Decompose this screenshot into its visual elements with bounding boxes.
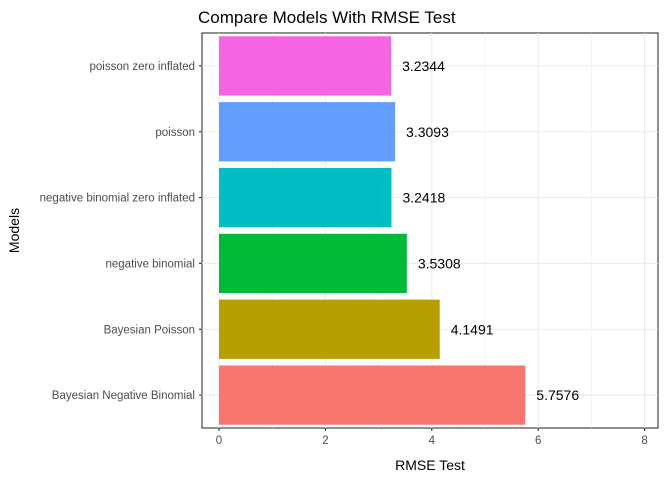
x-tick-label: 2 bbox=[322, 435, 328, 447]
x-tick-label: 8 bbox=[641, 435, 647, 447]
x-tick-label: 4 bbox=[429, 435, 436, 447]
value-labels-group: 5.7576 4.1491 3.5308 3.2418 3.3093 3.2344 bbox=[402, 58, 579, 403]
bar bbox=[219, 365, 526, 425]
bars-group bbox=[219, 36, 526, 425]
y-axis-ticks: Bayesian Negative Binomial Bayesian Poiss… bbox=[40, 61, 202, 402]
y-axis-title: Models bbox=[6, 208, 22, 253]
bar-value-label: 5.7576 bbox=[536, 387, 579, 403]
x-axis-ticks: 0 2 4 6 8 bbox=[216, 428, 648, 447]
chart-title: Compare Models With RMSE Test bbox=[198, 8, 456, 27]
bar bbox=[219, 299, 440, 359]
bar-value-label: 3.3093 bbox=[406, 124, 449, 140]
bar bbox=[219, 167, 392, 228]
y-tick-label: poisson zero inflated bbox=[90, 61, 195, 73]
x-axis-title: RMSE Test bbox=[395, 457, 465, 473]
y-tick-label: poisson bbox=[155, 127, 195, 139]
bar bbox=[219, 102, 396, 162]
bar-value-label: 4.1491 bbox=[451, 321, 494, 337]
bar-value-label: 3.5308 bbox=[418, 255, 461, 271]
bar-value-label: 3.2418 bbox=[402, 190, 445, 206]
y-tick-label: Bayesian Poisson bbox=[104, 324, 195, 336]
bar bbox=[219, 36, 392, 96]
x-tick-label: 0 bbox=[216, 435, 222, 447]
x-tick-label: 6 bbox=[535, 435, 541, 447]
bar-value-label: 3.2344 bbox=[402, 58, 445, 74]
plot-panel bbox=[201, 32, 659, 429]
y-tick-label: negative binomial zero inflated bbox=[40, 193, 195, 205]
bar bbox=[219, 233, 407, 294]
y-tick-label: Bayesian Negative Binomial bbox=[52, 390, 195, 402]
y-tick-label: negative binomial bbox=[105, 258, 195, 270]
